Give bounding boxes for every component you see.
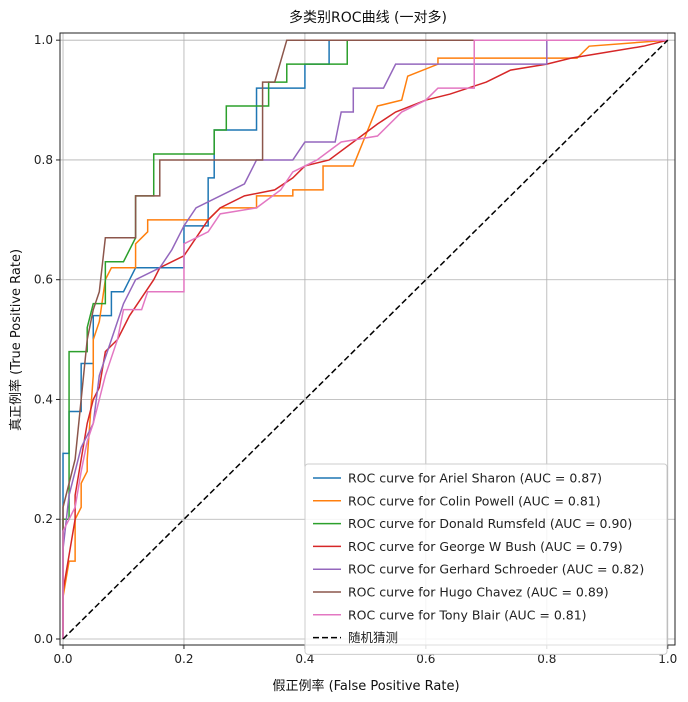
legend-entry: ROC curve for Donald Rumsfeld (AUC = 0.9… bbox=[348, 516, 632, 531]
y-tick-label: 0.6 bbox=[34, 273, 53, 287]
legend-entry: ROC curve for Tony Blair (AUC = 0.81) bbox=[348, 607, 587, 622]
roc-curves bbox=[62, 39, 669, 640]
y-tick-label: 0.0 bbox=[34, 632, 53, 646]
y-tick-label: 0.2 bbox=[34, 512, 53, 526]
axis-ticks: 0.0 0.2 0.4 0.6 0.8 1.0 0.0 0.2 0.4 0.6 0.8 1.0 bbox=[34, 33, 677, 666]
roc-curve-5 bbox=[62, 39, 668, 640]
x-tick-label: 0.4 bbox=[295, 652, 314, 666]
roc-curve-3 bbox=[62, 39, 668, 640]
legend-box bbox=[304, 463, 668, 655]
y-tick-label: 1.0 bbox=[34, 33, 53, 47]
y-axis-label: 真正例率 (True Positive Rate) bbox=[8, 249, 24, 431]
y-tick-label: 0.4 bbox=[34, 392, 53, 406]
y-tick-label: 0.8 bbox=[34, 153, 53, 167]
x-tick-label: 0.6 bbox=[416, 652, 435, 666]
legend-entry: ROC curve for George W Bush (AUC = 0.79) bbox=[348, 539, 623, 554]
x-axis-label: 假正例率 (False Positive Rate) bbox=[272, 678, 459, 694]
x-tick-label: 0.2 bbox=[174, 652, 193, 666]
x-tick-label: 1.0 bbox=[658, 652, 677, 666]
random-guess-line bbox=[62, 39, 669, 640]
x-tick-label: 0.0 bbox=[53, 652, 72, 666]
roc-curve-1 bbox=[62, 39, 668, 640]
x-tick-label: 0.8 bbox=[537, 652, 556, 666]
legend-entry: ROC curve for Gerhard Schroeder (AUC = 0… bbox=[348, 562, 644, 577]
legend-entry: ROC curve for Ariel Sharon (AUC = 0.87) bbox=[348, 471, 602, 486]
legend-entry: ROC curve for Colin Powell (AUC = 0.81) bbox=[348, 493, 601, 508]
legend-entry: ROC curve for Hugo Chavez (AUC = 0.89) bbox=[348, 585, 609, 600]
roc-curve-4 bbox=[62, 39, 668, 640]
legend-entry: 随机猜测 bbox=[348, 630, 398, 645]
roc-curve-6 bbox=[62, 39, 668, 640]
chart-title: 多类别ROC曲线 (一对多) bbox=[289, 9, 447, 26]
grid-lines bbox=[60, 33, 675, 645]
legend: ROC curve for Ariel Sharon (AUC = 0.87) R… bbox=[304, 463, 668, 655]
